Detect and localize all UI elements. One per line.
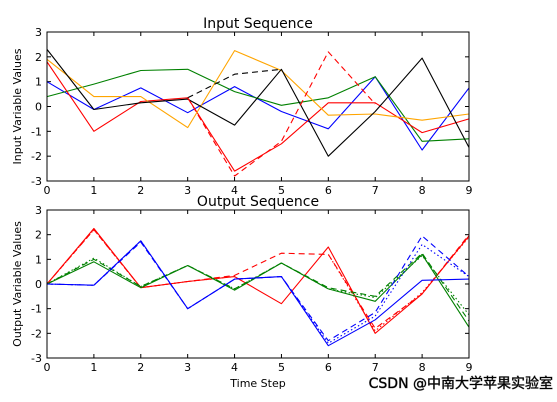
- output-y-tick-label: -3: [31, 352, 42, 365]
- input-y-tick-label: 0: [35, 101, 42, 114]
- input-y-tick-label: -3: [31, 175, 42, 188]
- output-plot-frame: [46, 209, 470, 359]
- input-x-tick-label: 6: [325, 184, 332, 197]
- input-y-tick-label: 1: [35, 76, 42, 89]
- input-series-line-1: [46, 68, 470, 142]
- output-series-line-1: [46, 229, 470, 329]
- input-series-line-0: [46, 76, 470, 151]
- output-series-line-4: [46, 252, 470, 322]
- output-y-axis-label: Output Variable Values: [11, 221, 24, 347]
- input-y-axis-label: Input Variable Values: [11, 48, 24, 164]
- output-y-tick-label: 2: [35, 229, 42, 242]
- output-series-line-2: [327, 236, 470, 332]
- input-axis-ticks: 0 1 2 3 4 5 6 7 8 9 -3 -2 -1 0 1 2 3: [31, 26, 472, 197]
- input-sequence-panel: Input Sequence Input Variable Values 0 1 2…: [11, 16, 473, 197]
- input-series-line-3: [46, 50, 470, 129]
- output-x-tick-label: 7: [372, 361, 379, 374]
- output-series-line-8: [46, 240, 470, 344]
- output-y-tick-label: -1: [31, 303, 42, 316]
- output-y-tick-label: 3: [35, 204, 42, 217]
- input-x-tick-label: 4: [231, 184, 238, 197]
- input-series-line-6: [187, 51, 376, 177]
- watermark: CSDN @中南大学苹果实验室: [369, 375, 553, 392]
- input-x-tick-label: 5: [278, 184, 285, 197]
- input-x-tick-label: 7: [372, 184, 379, 197]
- output-x-tick-label: 4: [231, 361, 238, 374]
- input-y-tick-label: -2: [31, 150, 42, 163]
- output-y-tick-label: 1: [35, 253, 42, 266]
- output-x-tick-label: 6: [325, 361, 332, 374]
- input-series-line-5: [187, 68, 282, 99]
- output-series-line-0: [46, 227, 470, 334]
- input-x-tick-label: 2: [137, 184, 144, 197]
- input-series-line-4: [46, 49, 470, 157]
- output-series-line-2: [46, 229, 235, 289]
- output-x-tick-label: 3: [184, 361, 191, 374]
- input-y-tick-label: 2: [35, 51, 42, 64]
- output-x-tick-label: 2: [137, 361, 144, 374]
- output-y-tick-label: 0: [35, 278, 42, 291]
- output-x-tick-label: 8: [419, 361, 426, 374]
- output-x-tick-label: 1: [90, 361, 97, 374]
- output-x-tick-label: 0: [44, 361, 51, 374]
- output-x-axis-label: Time Step: [229, 377, 285, 390]
- output-y-tick-label: -2: [31, 327, 42, 340]
- input-chart-title: Input Sequence: [203, 16, 313, 32]
- output-axis-ticks: 0 1 2 3 4 5 6 7 8 9 -3 -2 -1 0 1 2 3: [31, 204, 472, 374]
- output-series-lines: [46, 227, 470, 347]
- input-x-tick-label: 1: [90, 184, 97, 197]
- input-y-tick-label: -1: [31, 125, 42, 138]
- input-x-tick-label: 9: [466, 184, 473, 197]
- output-series-line-7: [46, 235, 470, 342]
- input-x-tick-label: 0: [44, 184, 51, 197]
- input-series-line-2: [46, 61, 470, 172]
- input-plot-frame: [46, 31, 470, 182]
- input-x-tick-label: 3: [184, 184, 191, 197]
- output-series-line-6: [46, 240, 470, 347]
- output-x-tick-label: 9: [466, 361, 473, 374]
- input-y-tick-label: 3: [35, 26, 42, 39]
- input-x-tick-label: 8: [419, 184, 426, 197]
- output-sequence-panel: Output Sequence Output Variable Values T…: [11, 194, 473, 390]
- output-x-tick-label: 5: [278, 361, 285, 374]
- input-series-lines: [46, 49, 470, 177]
- output-chart-title: Output Sequence: [197, 194, 319, 210]
- output-series-line-3: [46, 253, 470, 328]
- output-series-line-5: [46, 255, 470, 316]
